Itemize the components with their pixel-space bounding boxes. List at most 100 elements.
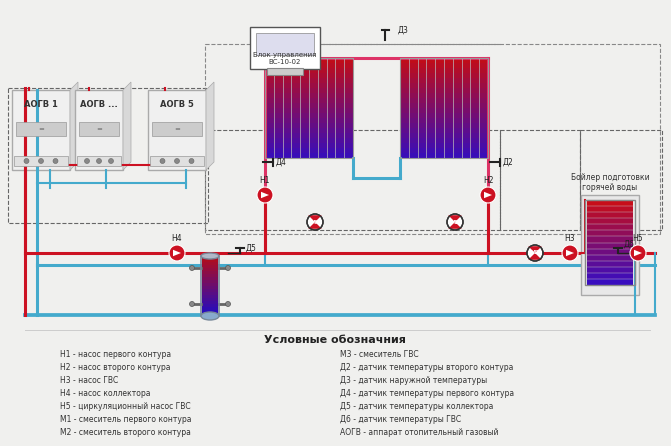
- Bar: [202, 313, 218, 317]
- Bar: [291, 113, 300, 118]
- Bar: [327, 133, 336, 138]
- Bar: [444, 108, 453, 113]
- Bar: [291, 118, 300, 123]
- Bar: [309, 73, 318, 78]
- Bar: [282, 153, 291, 158]
- Text: Д6 - датчик температуры ГВС: Д6 - датчик температуры ГВС: [340, 415, 461, 424]
- Bar: [479, 113, 488, 118]
- Bar: [327, 68, 336, 73]
- Bar: [309, 113, 318, 118]
- Bar: [479, 73, 488, 78]
- Bar: [14, 156, 68, 166]
- Bar: [453, 133, 462, 138]
- Bar: [453, 78, 462, 83]
- Bar: [309, 118, 318, 123]
- Bar: [318, 128, 327, 133]
- Bar: [417, 63, 426, 68]
- Bar: [265, 103, 274, 108]
- Bar: [400, 128, 409, 133]
- Polygon shape: [448, 222, 462, 229]
- Bar: [282, 78, 291, 83]
- Bar: [300, 63, 309, 68]
- Bar: [344, 143, 353, 148]
- Bar: [462, 153, 470, 158]
- Bar: [426, 123, 435, 128]
- Bar: [201, 256, 219, 316]
- Bar: [409, 73, 417, 78]
- Bar: [479, 148, 488, 153]
- Bar: [77, 156, 121, 166]
- Bar: [336, 148, 344, 153]
- Bar: [291, 128, 300, 133]
- Bar: [202, 283, 218, 286]
- Bar: [327, 148, 336, 153]
- Bar: [274, 98, 282, 103]
- Bar: [409, 143, 417, 148]
- Circle shape: [225, 301, 231, 306]
- Bar: [291, 58, 300, 63]
- Bar: [400, 148, 409, 153]
- Bar: [309, 108, 318, 113]
- Polygon shape: [528, 246, 541, 253]
- Text: М1: М1: [309, 219, 320, 224]
- Text: АОГВ 1: АОГВ 1: [24, 100, 58, 109]
- Bar: [265, 63, 274, 68]
- Bar: [500, 130, 580, 230]
- Bar: [435, 83, 444, 88]
- Bar: [470, 123, 479, 128]
- Bar: [462, 73, 470, 78]
- Bar: [409, 88, 417, 93]
- Text: Д3 - датчик наружной температуры: Д3 - датчик наружной температуры: [340, 376, 487, 385]
- Bar: [470, 58, 479, 63]
- Text: АОГВ ...: АОГВ ...: [80, 100, 118, 109]
- Bar: [309, 68, 318, 73]
- Bar: [462, 88, 470, 93]
- Text: Д5 - датчик температуры коллектора: Д5 - датчик температуры коллектора: [340, 402, 493, 411]
- Bar: [426, 138, 435, 143]
- Bar: [336, 78, 344, 83]
- Bar: [318, 73, 327, 78]
- Bar: [309, 103, 318, 108]
- Bar: [435, 108, 444, 113]
- Bar: [444, 138, 453, 143]
- Bar: [152, 122, 202, 136]
- Bar: [344, 58, 353, 63]
- Bar: [426, 58, 435, 63]
- Bar: [470, 78, 479, 83]
- Bar: [462, 108, 470, 113]
- Bar: [300, 83, 309, 88]
- Bar: [344, 88, 353, 93]
- Bar: [417, 128, 426, 133]
- Bar: [265, 93, 274, 98]
- Bar: [274, 138, 282, 143]
- Text: Н5 - циркуляционный насос ГВС: Н5 - циркуляционный насос ГВС: [60, 402, 191, 411]
- Text: =: =: [96, 126, 102, 132]
- Bar: [479, 103, 488, 108]
- Bar: [462, 78, 470, 83]
- Bar: [282, 118, 291, 123]
- Bar: [426, 78, 435, 83]
- Bar: [462, 128, 470, 133]
- Bar: [274, 128, 282, 133]
- Bar: [400, 98, 409, 103]
- Bar: [291, 123, 300, 128]
- Bar: [426, 128, 435, 133]
- Bar: [318, 138, 327, 143]
- Bar: [300, 98, 309, 103]
- Bar: [444, 103, 453, 108]
- Bar: [282, 88, 291, 93]
- Bar: [256, 33, 314, 55]
- Bar: [417, 113, 426, 118]
- Bar: [344, 148, 353, 153]
- Bar: [344, 108, 353, 113]
- Bar: [282, 63, 291, 68]
- Bar: [409, 123, 417, 128]
- Bar: [462, 143, 470, 148]
- Bar: [409, 153, 417, 158]
- Bar: [417, 68, 426, 73]
- Bar: [291, 138, 300, 143]
- Bar: [409, 148, 417, 153]
- Bar: [309, 58, 318, 63]
- Bar: [426, 148, 435, 153]
- Bar: [300, 123, 309, 128]
